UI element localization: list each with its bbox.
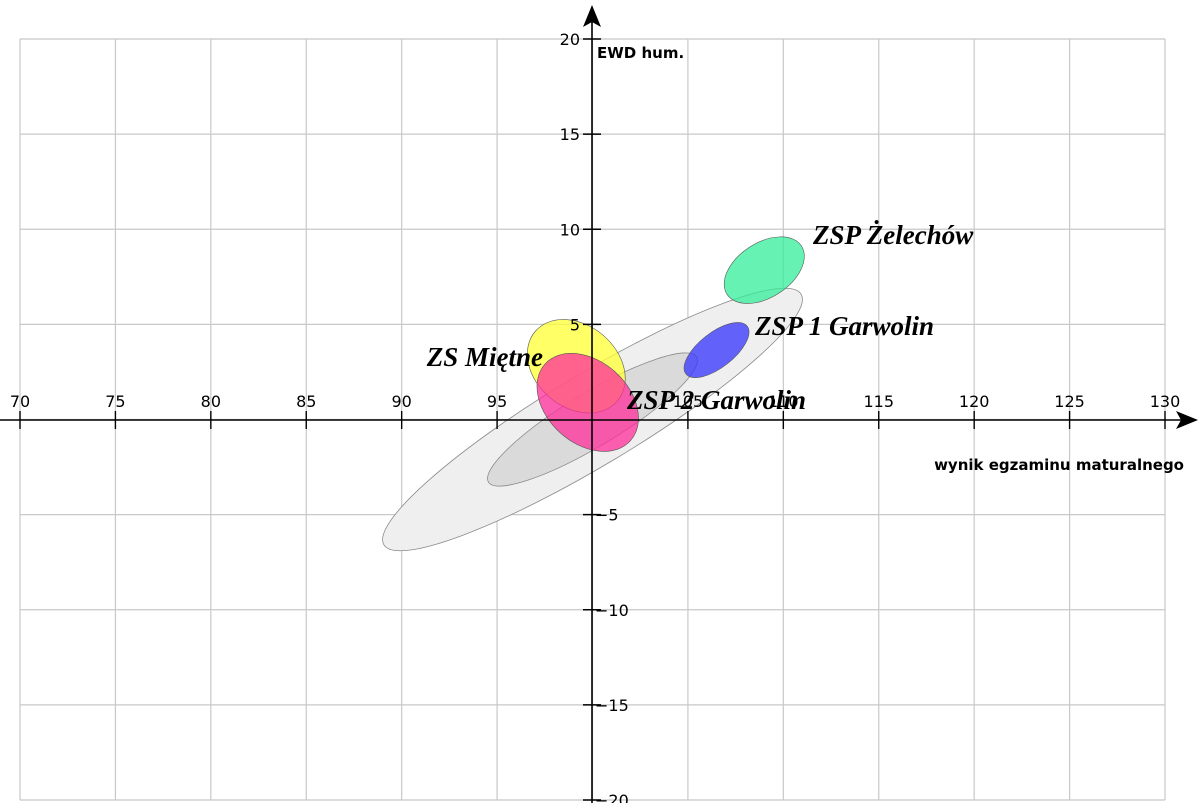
x-tick-label: 115 (863, 392, 894, 411)
x-tick-label: 105 (673, 392, 704, 411)
label-zsp-2-garwolin: ZSP 2 Garwolin (626, 385, 806, 415)
x-tick-label: 95 (487, 392, 507, 411)
y-tick-label: −15 (595, 696, 629, 715)
label-zsp-żelechów: ZSP Żelechów (812, 220, 974, 250)
y-tick-label: 10 (560, 220, 580, 239)
ellipse-zsp-1-garwolin (683, 322, 750, 378)
x-axis-title: wynik egzaminu maturalnego (934, 456, 1184, 474)
x-tick-label: 70 (10, 392, 30, 411)
x-axis-arrow (1176, 411, 1198, 429)
ellipse-zsp-2-garwolin (536, 353, 639, 452)
label-zsp-1-garwolin: ZSP 1 Garwolin (754, 311, 934, 341)
x-tick-label: 130 (1150, 392, 1181, 411)
y-tick-label: 20 (560, 30, 580, 49)
y-tick-label: 15 (560, 125, 580, 144)
x-tick-label: 90 (391, 392, 411, 411)
series-labels: ZS Miętne ZSP 2 Garwolin ZSP 1 Garwolin ZSP… (426, 220, 974, 415)
x-tick-label: 85 (296, 392, 316, 411)
y-axis-title: EWD hum. (597, 44, 684, 62)
y-axis-arrow (583, 5, 601, 27)
x-tick-label: 75 (105, 392, 125, 411)
x-tick-label: 125 (1054, 392, 1085, 411)
x-tick-label: 120 (959, 392, 990, 411)
y-tick-label: −20 (595, 791, 629, 803)
y-tick-label: −10 (595, 601, 629, 620)
y-tick-label: −5 (595, 506, 619, 525)
ellipse-zsp-żelechów (723, 236, 805, 304)
label-zs-miętne: ZS Miętne (426, 342, 543, 372)
axes (0, 5, 1198, 803)
school-ellipses (527, 236, 805, 452)
x-tick-label: 80 (201, 392, 221, 411)
y-tick-label: 5 (570, 315, 580, 334)
x-tick-label: 110 (768, 392, 799, 411)
ticks: 70 75 80 85 90 95 105 110 115 120 125 1302015105−5−… (10, 30, 1180, 803)
